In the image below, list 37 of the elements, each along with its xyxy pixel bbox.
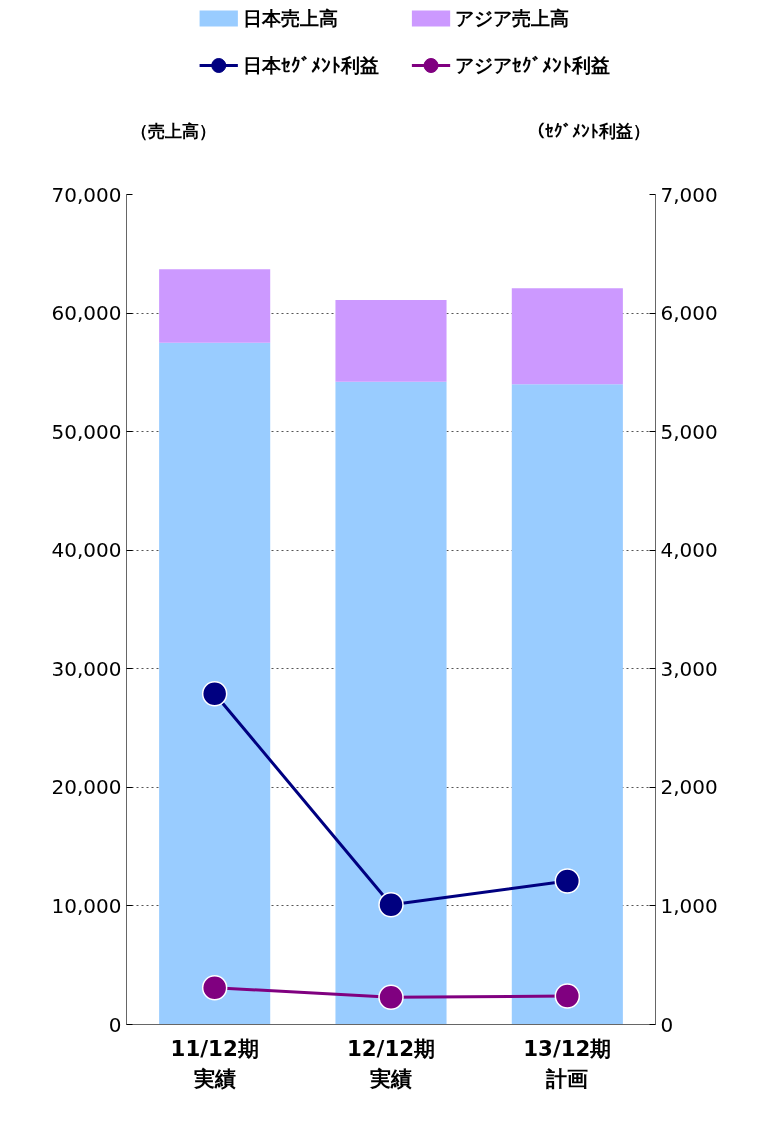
legend-label: 日本売上高 [242, 8, 338, 29]
y-tick-label: 0 [108, 1012, 122, 1037]
y2-axis-title: （ｾｸﾞﾒﾝﾄ利益） [527, 120, 650, 141]
y-tick-label: 50,000 [51, 419, 122, 444]
y-tick-label: 40,000 [51, 538, 122, 563]
legend-label: アジアｾｸﾞﾒﾝﾄ利益 [455, 55, 611, 76]
point [554, 868, 581, 894]
y2-tick-label: 2,000 [660, 775, 718, 800]
bar [335, 381, 447, 1025]
y2-tick-label: 1,000 [660, 893, 718, 918]
y2-tick-label: 5,000 [660, 419, 718, 444]
x-tick-label: 11/12期実績 [170, 1035, 259, 1091]
y2-tick-label: 0 [660, 1012, 674, 1037]
y-tick-label: 60,000 [51, 301, 122, 326]
bar [511, 384, 623, 1025]
legend-label: 日本ｾｸﾞﾒﾝﾄ利益 [242, 55, 379, 76]
point [554, 983, 581, 1009]
y-tick-label: 20,000 [51, 775, 122, 800]
bar [159, 342, 271, 1025]
bar [335, 300, 447, 382]
x-tick-label: 12/12期実績 [346, 1035, 436, 1091]
point [378, 984, 404, 1010]
y2-tick-label: 4,000 [660, 538, 718, 563]
bar [511, 288, 623, 385]
y-tick-label: 30,000 [51, 656, 122, 681]
bar [159, 269, 271, 343]
y-axis-title: （売上高） [130, 120, 216, 141]
legend-label: アジア売上高 [455, 8, 570, 29]
y2-tick-label: 3,000 [660, 656, 718, 681]
y-tick-label: 70,000 [51, 182, 122, 207]
x-tick-label: 13/12期計画 [523, 1035, 612, 1091]
y-tick-label: 10,000 [51, 893, 122, 918]
y2-tick-label: 7,000 [660, 182, 718, 207]
point [201, 975, 228, 1001]
point [378, 892, 404, 918]
y2-tick-label: 6,000 [660, 301, 718, 326]
point [201, 680, 228, 707]
